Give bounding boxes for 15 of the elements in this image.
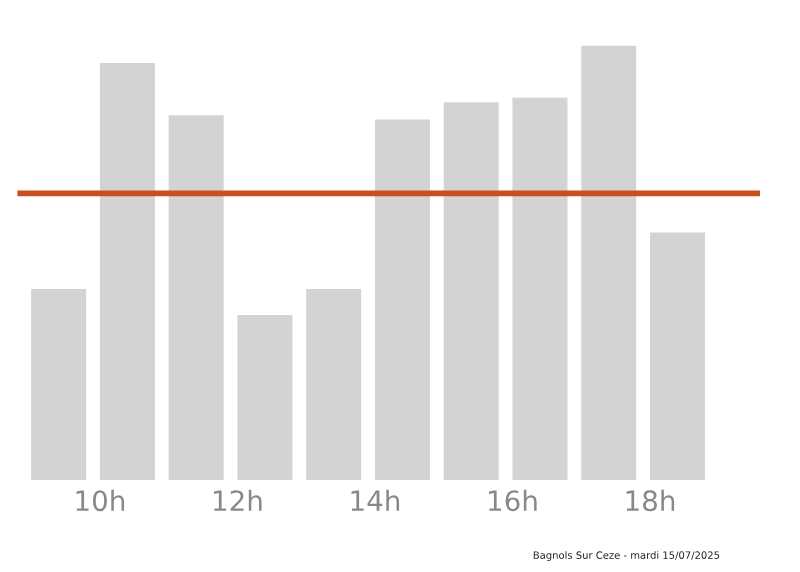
bar (99, 63, 155, 480)
x-tick-label: 16h (489, 489, 537, 512)
bar (237, 314, 293, 480)
bar (581, 45, 637, 480)
bar (443, 102, 499, 480)
bar (31, 288, 87, 480)
bar (374, 119, 430, 480)
x-tick-label: 14h (351, 489, 400, 511)
bar (168, 115, 224, 480)
bar (649, 232, 705, 480)
bar (512, 97, 568, 480)
x-tick-label: 10h (76, 489, 125, 512)
x-tick-label: 18h (626, 489, 675, 512)
bar (306, 288, 362, 480)
x-tick-label: 12h (214, 489, 262, 511)
